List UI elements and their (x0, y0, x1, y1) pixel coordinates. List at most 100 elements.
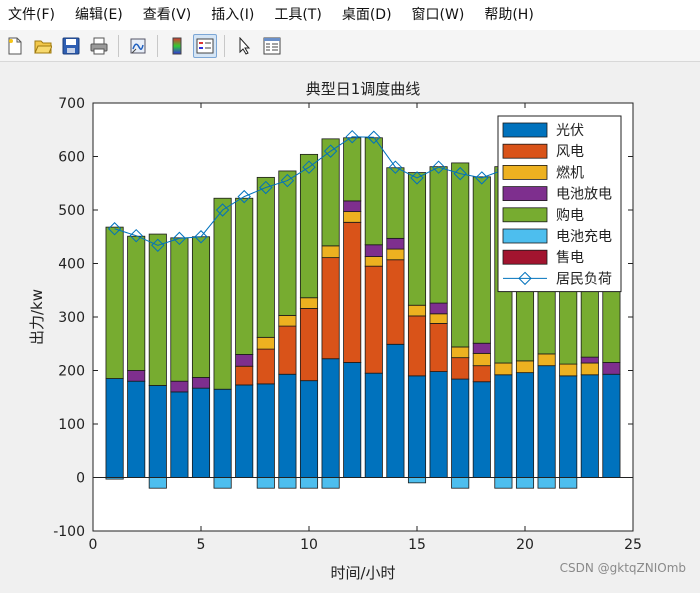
bar-segment (429, 313, 448, 324)
bar-segment (407, 304, 427, 317)
bar-segment (580, 356, 599, 364)
insert-colorbar-icon[interactable] (165, 34, 189, 58)
legend-swatch (502, 249, 548, 265)
axes-box (92, 102, 634, 532)
load-marker (151, 238, 165, 253)
bar-segment (278, 170, 297, 316)
load-marker (215, 203, 230, 217)
x-tick-label: 10 (300, 537, 318, 553)
toolbar-separator (157, 34, 158, 57)
y-tick-label: 100 (58, 417, 85, 433)
menu-file[interactable]: 文件(F) (8, 7, 55, 23)
bar-segment (472, 381, 491, 478)
menu-view[interactable]: 查看(V) (142, 7, 192, 23)
bar-segment (386, 343, 405, 478)
new-file-icon[interactable] (3, 34, 27, 58)
link-plot-icon[interactable] (126, 34, 150, 58)
bar-segment (278, 314, 297, 327)
load-marker (129, 228, 143, 243)
menu-help[interactable]: 帮助(H) (484, 7, 534, 23)
pointer-icon[interactable] (232, 34, 256, 58)
bar-segment (321, 138, 340, 247)
bar-segment (343, 362, 362, 478)
bar-segment (407, 172, 427, 306)
legend-swatch (502, 122, 548, 138)
load-marker (107, 222, 122, 236)
bar-segment (235, 354, 254, 367)
bar-segment (364, 265, 383, 374)
bar-segment (191, 236, 211, 378)
bar-segment (537, 353, 556, 367)
bar-segment (364, 244, 383, 257)
bar-segment (321, 257, 340, 360)
menu-window[interactable]: 窗口(W) (411, 7, 465, 23)
open-folder-icon[interactable] (31, 34, 55, 58)
bar-segment (386, 237, 405, 250)
bar-segment (386, 248, 405, 261)
menu-insert[interactable]: 插入(I) (211, 7, 255, 23)
bar-segment (299, 297, 319, 309)
menu-edit[interactable]: 编辑(E) (74, 7, 123, 23)
bar-segment (343, 211, 362, 223)
bar-segment (451, 477, 470, 489)
bar-segment (170, 380, 189, 393)
legend-label: 风电 (556, 144, 584, 160)
bar-segment (472, 342, 491, 354)
y-tick-label: 400 (58, 257, 85, 273)
legend-swatch (502, 165, 548, 180)
menu-tools[interactable]: 工具(T) (274, 7, 322, 23)
load-marker (345, 129, 359, 144)
save-icon[interactable] (59, 34, 83, 58)
bar-segment (321, 245, 340, 259)
bar-segment (299, 153, 319, 299)
bar-segment (429, 371, 448, 478)
chart-title: 典型日1调度曲线 (306, 80, 421, 98)
bar-segment (602, 373, 621, 478)
bar-segment (256, 477, 275, 489)
menu-desktop[interactable]: 桌面(D) (341, 7, 392, 23)
legend-label: 燃机 (556, 164, 584, 181)
bar-segment (127, 380, 146, 478)
bar-segment (191, 377, 211, 389)
bar-segment (321, 358, 340, 478)
bar-segment (299, 308, 319, 382)
y-axis-label: 出力/kw (28, 289, 46, 345)
menu-bar: 文件(F) 编辑(E) 查看(V) 插入(I) 工具(T) 桌面(D) 窗口(W… (0, 0, 700, 30)
bar-segment (299, 477, 319, 489)
bar-segment (429, 323, 448, 372)
bar-segment (127, 235, 146, 371)
bar-segment (386, 259, 405, 345)
bar-segment (191, 387, 211, 478)
property-inspector-icon[interactable] (260, 34, 284, 58)
print-icon[interactable] (87, 34, 111, 58)
toolbar-separator (224, 34, 225, 57)
legend-label: 光伏 (556, 123, 584, 139)
bar-segment (494, 477, 513, 489)
bar-segment (407, 315, 427, 377)
y-tick-label: 600 (58, 150, 85, 166)
x-tick-label: 25 (624, 537, 642, 553)
bar-segment (407, 375, 427, 478)
bar-segment (364, 372, 383, 478)
bar-segment (343, 221, 362, 363)
insert-legend-icon[interactable] (193, 33, 217, 58)
bar-segment (602, 362, 621, 375)
bar-segment (559, 477, 578, 489)
bar-segment (515, 372, 535, 478)
bar-segment (429, 166, 448, 304)
y-tick-label: 0 (76, 471, 85, 487)
legend-label: 电池充电 (556, 229, 612, 245)
legend-swatch (502, 228, 548, 244)
bar-segment (278, 477, 297, 489)
figure-toolbar (0, 30, 700, 62)
legend-label: 电池放电 (556, 187, 612, 203)
bar-segment (256, 348, 275, 385)
x-tick-label: 15 (408, 537, 426, 553)
bar-segment (299, 380, 319, 478)
y-tick-label: 500 (58, 203, 85, 219)
bar-segment (256, 176, 275, 338)
y-tick-label: -100 (53, 524, 85, 540)
load-marker (302, 160, 316, 174)
bar-segment (213, 197, 232, 390)
bar-segment (364, 137, 383, 246)
